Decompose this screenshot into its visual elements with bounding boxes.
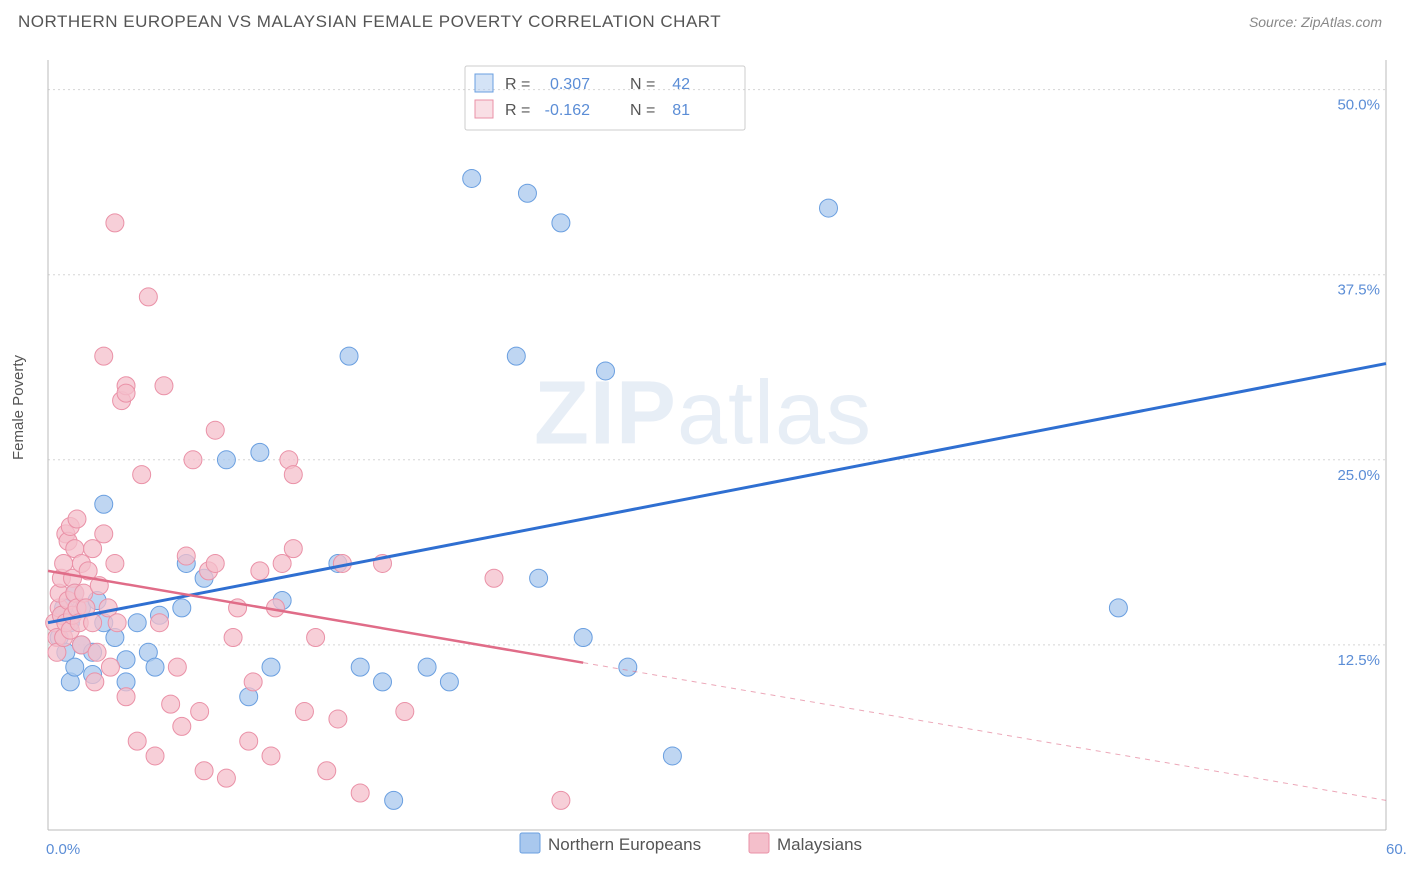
svg-text:0.0%: 0.0% [46, 841, 80, 858]
svg-text:42: 42 [672, 76, 690, 93]
svg-text:50.0%: 50.0% [1337, 97, 1380, 114]
svg-text:37.5%: 37.5% [1337, 282, 1380, 299]
svg-text:N =: N = [630, 76, 655, 93]
scatter-chart: 12.5% 25.0% 37.5% 50.0% 0.0% 60.0% R = 0.307 N =… [0, 40, 1406, 870]
svg-text:60.0%: 60.0% [1386, 841, 1406, 858]
chart-header: NORTHERN EUROPEAN VS MALAYSIAN FEMALE PO… [0, 0, 1406, 40]
chart-source: Source: ZipAtlas.com [1249, 14, 1382, 30]
svg-text:Malaysians: Malaysians [777, 835, 862, 854]
svg-text:-0.162: -0.162 [545, 102, 590, 119]
source-name: ZipAtlas.com [1301, 14, 1382, 30]
svg-text:25.0%: 25.0% [1337, 467, 1380, 484]
chart-container: Female Poverty ZIPatlas 12.5%25.0%37.5%5… [0, 40, 1406, 870]
svg-text:81: 81 [672, 102, 690, 119]
yaxis-label: Female Poverty [10, 355, 27, 460]
svg-text:0.307: 0.307 [550, 76, 590, 93]
svg-text:Northern Europeans: Northern Europeans [548, 835, 701, 854]
svg-text:N =: N = [630, 102, 655, 119]
svg-text:R =: R = [505, 76, 530, 93]
chart-title: NORTHERN EUROPEAN VS MALAYSIAN FEMALE PO… [18, 12, 721, 32]
source-prefix: Source: [1249, 14, 1301, 30]
svg-text:R =: R = [505, 102, 530, 119]
svg-text:12.5%: 12.5% [1337, 652, 1380, 669]
